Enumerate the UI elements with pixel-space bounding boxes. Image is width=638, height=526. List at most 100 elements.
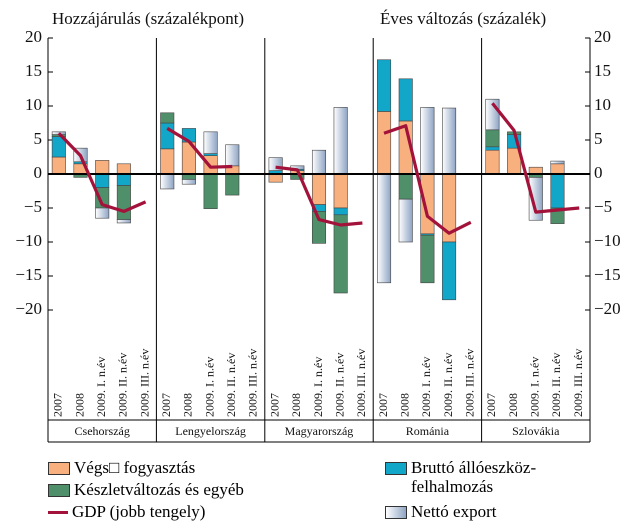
bar-segment — [116, 185, 131, 220]
x-tick-label: 2008 — [181, 393, 195, 417]
x-tick-label: 2009. II. n.év — [549, 353, 563, 417]
bar-segment — [225, 173, 240, 196]
bar-segment — [333, 107, 348, 175]
x-tick-label: 2008 — [397, 393, 411, 417]
bar-segment — [95, 173, 110, 188]
y2-tick-label: −10 — [594, 231, 621, 250]
bar-segment — [442, 107, 457, 175]
legend-swatch — [385, 506, 407, 519]
y2-tick-label: −20 — [594, 299, 621, 318]
x-tick-label: 2009. II. n.év — [224, 353, 238, 417]
bar-segment — [160, 173, 175, 190]
bar-segment — [398, 173, 413, 200]
group-label: Szlovákia — [512, 424, 560, 438]
x-tick-label: 2008 — [72, 393, 86, 417]
bar-segment — [377, 59, 392, 112]
y2-tick-label: −15 — [594, 265, 621, 284]
bar-segment — [203, 153, 218, 156]
group-label: Románia — [406, 424, 450, 438]
x-tick-label: 2009. III. n.év — [246, 349, 260, 417]
legend-item: Bruttó állóeszköz-felhalmozás — [385, 458, 585, 496]
gdp-line — [383, 124, 472, 235]
bar-segment — [550, 163, 565, 175]
x-tick-label: 2009. III. n.év — [463, 349, 477, 417]
bar-segment — [160, 148, 175, 175]
y2-tick-label: 10 — [594, 95, 611, 114]
legend-item: Készletváltozás és egyéb — [48, 480, 348, 499]
x-tick-label: 2007 — [159, 393, 173, 417]
bar-segment — [442, 241, 457, 301]
x-tick-label: 2009. I. n.év — [311, 357, 325, 417]
x-tick-label: 2009. III. n.év — [571, 349, 585, 417]
legend-label: Bruttó állóeszköz-felhalmozás — [411, 458, 537, 496]
y-tick-label: −15 — [15, 265, 42, 284]
bar-segment — [485, 146, 500, 151]
bar-segment — [160, 112, 175, 124]
legend-label: Nettó export — [411, 502, 497, 521]
y2-tick-label: 0 — [594, 163, 603, 182]
legend-item: GDP (jobb tengely) — [48, 502, 348, 521]
legend-item: Nettó export — [385, 502, 605, 521]
y2-tick-label: 5 — [594, 129, 603, 148]
legend-swatch — [48, 484, 70, 497]
gdp-line — [491, 102, 580, 214]
x-tick-label: 2007 — [267, 393, 281, 417]
bar-segment — [160, 122, 175, 150]
bar-segment — [550, 173, 565, 209]
y2-tick-label: 15 — [594, 61, 611, 80]
x-tick-label: 2009. I. n.év — [528, 357, 542, 417]
y2-tick-label: −5 — [594, 197, 612, 216]
legend-label: GDP (jobb tengely) — [72, 502, 206, 521]
gdp-line — [57, 132, 147, 213]
bar-segment — [550, 160, 565, 165]
gdp-line — [166, 127, 233, 169]
bar-segment — [485, 149, 500, 175]
group-label: Csehország — [75, 424, 130, 438]
y-tick-label: 10 — [25, 95, 42, 114]
bar-segment — [528, 166, 543, 175]
bar-segment — [528, 177, 543, 221]
bar-segment — [485, 129, 500, 148]
bar-segment — [95, 160, 110, 175]
bar-segment — [51, 156, 66, 175]
bar-segment — [203, 173, 218, 209]
y2-title: Éves változás (százalék) — [380, 9, 546, 28]
legend-item: Végs□ fogyasztás — [48, 458, 248, 477]
y-tick-label: −5 — [24, 197, 42, 216]
x-tick-label: 2007 — [484, 393, 498, 417]
y-tick-label: −10 — [15, 231, 42, 250]
bar-segment — [268, 173, 283, 183]
bar-segment — [398, 198, 413, 243]
bar-segment — [116, 163, 131, 175]
bar-segment — [311, 149, 327, 175]
y-tick-label: −20 — [15, 299, 42, 318]
legend-swatch — [48, 511, 68, 514]
chart-title: Hozzájárulás (százalékpont) — [52, 9, 244, 28]
bar-segment — [333, 173, 348, 209]
y-tick-label: 20 — [25, 27, 42, 46]
bar-segment — [420, 234, 435, 284]
x-tick-label: 2009. III. n.év — [354, 349, 368, 417]
bar-segment — [377, 173, 392, 284]
y-tick-label: 0 — [34, 163, 43, 182]
x-tick-label: 2007 — [51, 393, 65, 417]
legend-label: Készletváltozás és egyéb — [74, 480, 244, 499]
bar-segment — [95, 207, 110, 219]
bar-segment — [420, 173, 435, 235]
legend-label: Végs□ fogyasztás — [74, 458, 196, 477]
x-tick-label: 2009. II. n.év — [332, 353, 346, 417]
gdp-line — [275, 165, 363, 227]
x-tick-label: 2009. I. n.év — [94, 357, 108, 417]
x-tick-label: 2009. I. n.év — [202, 357, 216, 417]
bar-segment — [398, 78, 413, 122]
bar-segment — [333, 207, 348, 216]
legend-swatch — [385, 462, 407, 475]
bar-segment — [116, 173, 131, 186]
x-tick-label: 2007 — [376, 393, 390, 417]
x-tick-label: 2009. I. n.év — [419, 357, 433, 417]
x-tick-label: 2008 — [289, 393, 303, 417]
bar-segment — [225, 144, 240, 167]
bar-segment — [203, 131, 218, 154]
